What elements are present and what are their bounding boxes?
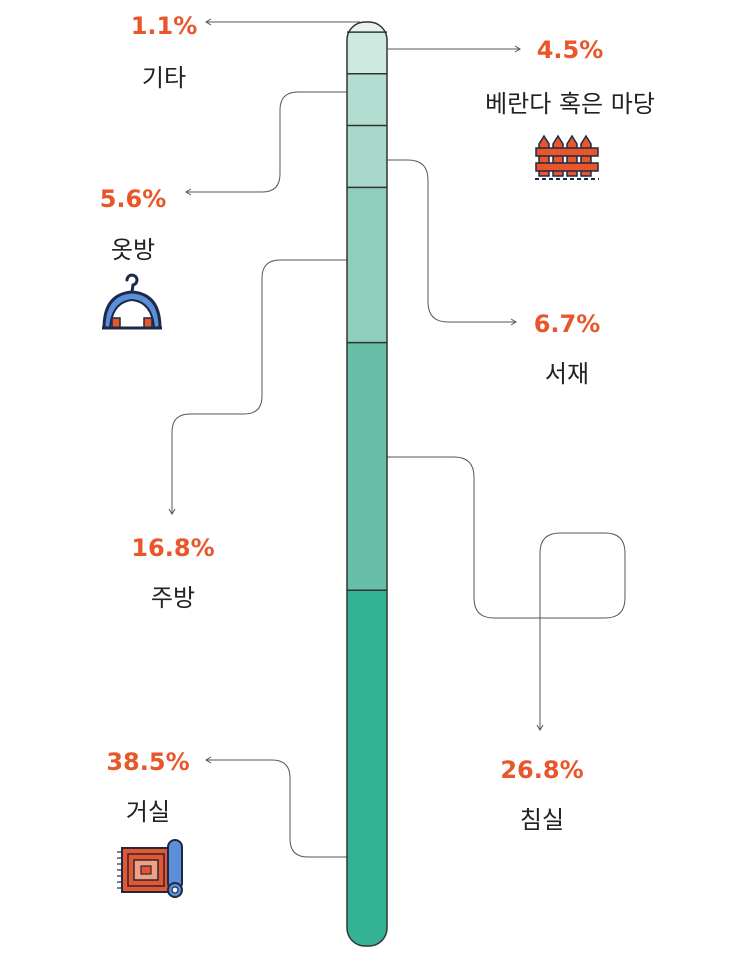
fence-icon: [535, 134, 599, 180]
bar-segment-거실: [347, 590, 387, 946]
connector-주방-arrowhead: [168, 508, 176, 515]
value-label-서재: 6.7%: [533, 310, 601, 338]
value-label-기타: 1.1%: [130, 12, 198, 40]
connector-거실: [206, 759, 347, 858]
category-label-베란다: 베란다 혹은 마당: [485, 90, 655, 118]
bar-segment-서재: [347, 125, 387, 188]
stacked-bar: [346, 21, 388, 947]
category-label-기타: 기타: [141, 64, 187, 92]
bar-segment-침실: [347, 342, 387, 591]
value-label-베란다: 4.5%: [536, 36, 604, 64]
category-label-거실: 거실: [125, 798, 171, 826]
category-label-침실: 침실: [519, 806, 565, 834]
value-label-침실: 26.8%: [500, 756, 584, 784]
connector-서재-arrowhead: [510, 318, 517, 326]
category-label-옷방: 옷방: [110, 236, 156, 264]
bar-segment-옷방: [347, 73, 387, 126]
connector-베란다-arrowhead: [514, 45, 521, 53]
bar-segment-베란다-혹은-마당: [347, 32, 387, 75]
bar-outline: [346, 21, 388, 947]
rug-icon: [117, 839, 183, 898]
connector-주방: [171, 259, 347, 514]
value-label-거실: 38.5%: [106, 748, 190, 776]
connector-lines: [168, 18, 626, 858]
value-label-주방: 16.8%: [131, 534, 215, 562]
connector-서재: [387, 159, 516, 323]
category-label-주방: 주방: [150, 584, 196, 612]
bar-segment-기타: [347, 22, 387, 33]
category-label-서재: 서재: [544, 360, 590, 388]
connector-침실-arrowhead: [536, 724, 544, 731]
connector-침실: [387, 456, 626, 730]
connector-옷방: [186, 91, 347, 193]
connector-기타-arrowhead: [205, 18, 212, 26]
hanger-icon: [102, 273, 162, 330]
connector-거실-arrowhead: [205, 756, 212, 764]
connector-옷방-arrowhead: [185, 188, 192, 196]
bar-segment-주방: [347, 187, 387, 344]
value-label-옷방: 5.6%: [99, 185, 167, 213]
